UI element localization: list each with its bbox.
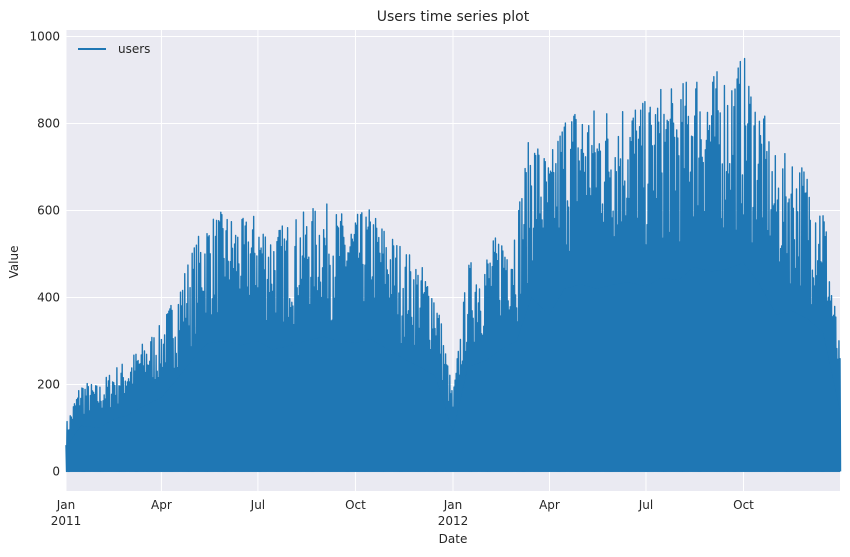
legend-label-users: users bbox=[118, 42, 150, 56]
y-axis-ticks: 0 200 400 600 800 1000 bbox=[29, 30, 60, 479]
y-tick-label: 1000 bbox=[29, 30, 60, 44]
legend: users bbox=[78, 42, 150, 56]
y-axis-title: Value bbox=[7, 246, 21, 279]
x-tick-label: Oct bbox=[345, 498, 366, 512]
y-tick-label: 0 bbox=[52, 464, 60, 478]
series-fill-users bbox=[66, 262, 840, 472]
y-tick-label: 600 bbox=[37, 203, 60, 217]
x-axis-title: Date bbox=[439, 532, 468, 546]
y-tick-label: 400 bbox=[37, 290, 60, 304]
x-tick-label: Oct bbox=[733, 498, 754, 512]
y-tick-label: 200 bbox=[37, 377, 60, 391]
y-tick-label: 800 bbox=[37, 117, 60, 131]
chart-title: Users time series plot bbox=[377, 9, 530, 25]
x-axis-ticks: Jan 2011 Apr Jul Oct Jan 2012 Apr Jul Oct bbox=[51, 498, 754, 528]
x-tick-label: Jul bbox=[638, 498, 653, 512]
x-tick-year-label: 2011 bbox=[51, 514, 82, 528]
x-tick-label: Jan bbox=[443, 498, 463, 512]
x-tick-label: Jul bbox=[250, 498, 265, 512]
series-layer bbox=[65, 57, 842, 473]
x-tick-label: Apr bbox=[539, 498, 560, 512]
x-tick-label: Apr bbox=[151, 498, 172, 512]
x-tick-year-label: 2012 bbox=[438, 514, 469, 528]
x-tick-label: Jan bbox=[56, 498, 76, 512]
